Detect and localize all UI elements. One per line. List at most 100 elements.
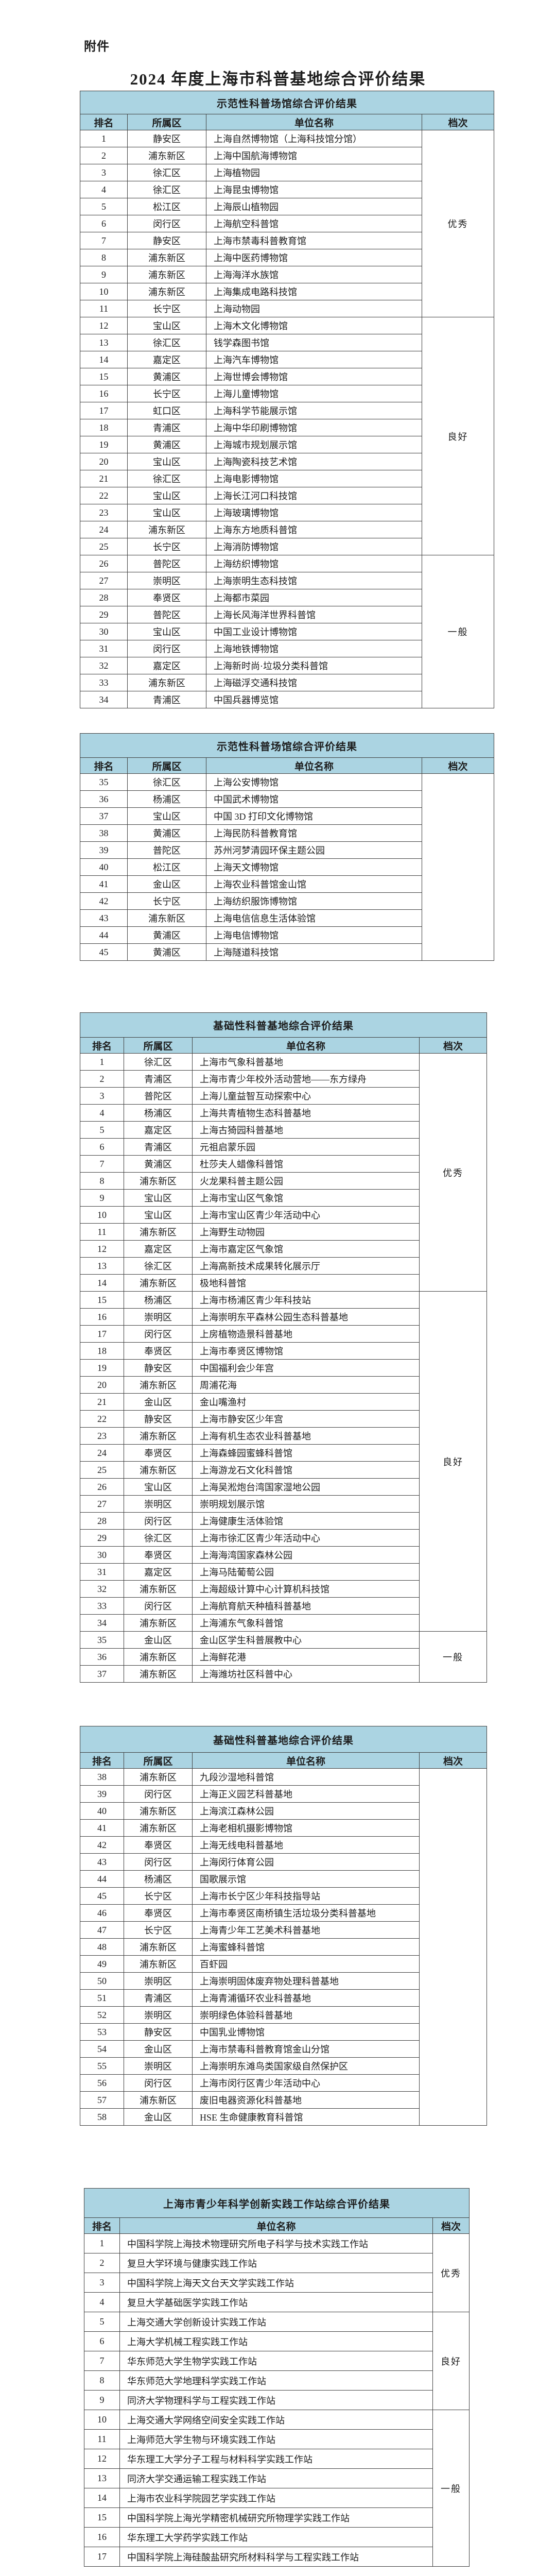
unit-name-cell: 华东理工大学分子工程与材料科学实践工作站 xyxy=(119,2449,433,2469)
district-cell: 黄浦区 xyxy=(124,1155,193,1173)
table-row: 48 浦东新区 上海蜜蜂科普馆 xyxy=(80,1938,487,1956)
rank-cell: 10 xyxy=(80,1206,124,1224)
district-cell: 静安区 xyxy=(124,1410,193,1428)
district-cell: 杨浦区 xyxy=(124,1104,193,1122)
unit-name-cell: 上海滨江森林公园 xyxy=(192,1802,420,1820)
unit-name-cell: 华东师范大学生物学实践工作站 xyxy=(119,2351,433,2371)
rank-cell: 5 xyxy=(84,2312,120,2332)
unit-name-cell: 上海纺织服饰博物馆 xyxy=(206,892,422,910)
table-row: 24 浦东新区 上海东方地质科普馆 xyxy=(80,521,494,538)
rank-cell: 35 xyxy=(80,1631,124,1649)
district-cell: 闵行区 xyxy=(124,1512,193,1530)
table-title: 示范性科普场馆综合评价结果 xyxy=(80,91,494,114)
unit-name-cell: 上海吴淞炮台湾国家湿地公园 xyxy=(192,1478,420,1496)
table-row: 41 浦东新区 上海老相机摄影博物馆 xyxy=(80,1819,487,1837)
unit-name-cell: 上海有机生态农业科普基地 xyxy=(192,1427,420,1445)
column-header: 档次 xyxy=(419,1037,487,1054)
table-row: 12 华东理工大学分子工程与材料科学实践工作站 xyxy=(84,2449,470,2469)
rank-cell: 21 xyxy=(80,470,128,487)
unit-name-cell: 上海中国航海博物馆 xyxy=(206,147,422,164)
unit-name-cell: 上海玻璃博物馆 xyxy=(206,504,422,521)
district-cell: 闵行区 xyxy=(127,640,206,657)
unit-name-cell: 上海无线电科普基地 xyxy=(192,1836,420,1854)
table-row: 35 徐汇区 上海公安博物馆 xyxy=(80,773,494,961)
evaluation-table: 基础性科普基地综合评价结果 排名 所属区 单位名称 档次 1 徐汇区 上海市气象科普基地 优秀 2… xyxy=(80,1012,487,1683)
table-row: 7 黄浦区 杜莎夫人蜡像科普馆 xyxy=(80,1155,487,1173)
district-cell: 浦东新区 xyxy=(124,1461,193,1479)
rank-cell: 49 xyxy=(80,1955,124,1973)
district-cell: 普陀区 xyxy=(127,841,206,859)
rank-cell: 42 xyxy=(80,1836,124,1854)
unit-name-cell: 上海市杨浦区青少年科技站 xyxy=(192,1291,420,1309)
unit-name-cell: 上海公安博物馆 xyxy=(206,773,422,791)
rank-cell: 16 xyxy=(84,2527,120,2547)
table-row: 4 杨浦区 上海共青植物生态科普基地 xyxy=(80,1104,487,1122)
rank-cell: 21 xyxy=(80,1393,124,1411)
table-title: 基础性科普基地综合评价结果 xyxy=(80,1012,487,1038)
district-cell: 宝山区 xyxy=(127,504,206,521)
district-cell: 静安区 xyxy=(124,1359,193,1377)
table-row: 10 浦东新区 上海集成电路科技馆 xyxy=(80,283,494,300)
unit-name-cell: 中国科学院上海光学精密机械研究所物理学实践工作站 xyxy=(119,2507,433,2528)
unit-name-cell: 同济大学交通运输工程实践工作站 xyxy=(119,2468,433,2488)
table-row: 35 金山区 金山区学生科普展教中心 一般 xyxy=(80,1631,487,1683)
unit-name-cell: 上海电信信息生活体验馆 xyxy=(206,909,422,927)
district-cell: 长宁区 xyxy=(127,892,206,910)
evaluation-table: 示范性科普场馆综合评价结果 排名 所属区 单位名称 档次 1 静安区 上海自然博物馆（上海科技… xyxy=(80,91,494,708)
district-cell: 闵行区 xyxy=(124,1597,193,1615)
rank-cell: 10 xyxy=(84,2410,120,2430)
district-cell: 闵行区 xyxy=(124,1853,193,1871)
table-demonstration-venues-part2: 示范性科普场馆综合评价结果 排名 所属区 单位名称 档次 35 徐汇区 上海公安博物馆 36 杨浦… xyxy=(80,733,494,961)
table-row: 15 杨浦区 上海市杨浦区青少年科技站 良好 xyxy=(80,1291,487,1632)
table-row: 16 长宁区 上海儿童博物馆 xyxy=(80,385,494,402)
unit-name-cell: 中国工业设计博物馆 xyxy=(206,623,422,640)
rank-cell: 31 xyxy=(80,1563,124,1581)
table-row: 11 上海师范大学生物与环境实践工作站 xyxy=(84,2429,470,2449)
unit-name-cell: 上海游龙石文化科普馆 xyxy=(192,1461,420,1479)
rank-cell: 34 xyxy=(80,691,128,708)
unit-name-cell: 上海航空科普馆 xyxy=(206,215,422,232)
district-cell: 静安区 xyxy=(127,232,206,249)
unit-name-cell: 上海市宝山区青少年活动中心 xyxy=(192,1206,420,1224)
table-row: 2 复旦大学环境与健康实践工作站 xyxy=(84,2253,470,2273)
table-row: 1 静安区 上海自然博物馆（上海科技馆分馆） 优秀 xyxy=(80,130,494,317)
district-cell: 普陀区 xyxy=(124,1087,193,1105)
unit-name-cell: 上海森蜂园蜜蜂科普馆 xyxy=(192,1444,420,1462)
district-cell: 青浦区 xyxy=(124,1989,193,2007)
unit-name-cell: 火龙果科普主题公园 xyxy=(192,1172,420,1190)
table-row: 14 浦东新区 极地科普馆 xyxy=(80,1274,487,1292)
table-row: 42 长宁区 上海纺织服饰博物馆 xyxy=(80,892,494,910)
unit-name-cell: 上海汽车博物馆 xyxy=(206,351,422,368)
district-cell: 青浦区 xyxy=(127,691,206,708)
table-row: 16 华东理工大学药学实践工作站 xyxy=(84,2527,470,2547)
column-header: 排名 xyxy=(80,1037,124,1054)
district-cell: 金山区 xyxy=(124,2108,193,2126)
column-header: 档次 xyxy=(422,114,494,130)
unit-name-cell: 上海潍坊社区科普中心 xyxy=(192,1665,420,1683)
table-row: 1 徐汇区 上海市气象科普基地 优秀 xyxy=(80,1053,487,1292)
table-youth-workstations: 上海市青少年科学创新实践工作站综合评价结果 排名 单位名称 档次 1 中国科学院上海技术物… xyxy=(84,2188,470,2567)
district-cell: 浦东新区 xyxy=(127,521,206,538)
attachment-label: 附件 xyxy=(84,40,110,54)
rank-cell: 27 xyxy=(80,1495,124,1513)
district-cell: 静安区 xyxy=(124,2023,193,2041)
table-row: 49 浦东新区 百虾园 xyxy=(80,1955,487,1973)
rank-cell: 24 xyxy=(80,521,128,538)
district-cell: 浦东新区 xyxy=(124,1955,193,1973)
unit-name-cell: 上海中医药博物馆 xyxy=(206,249,422,266)
table-row: 8 华东师范大学地理科学实践工作站 xyxy=(84,2370,470,2391)
unit-name-cell: 上海民防科普教育馆 xyxy=(206,824,422,842)
table-row: 2 青浦区 上海市青少年校外活动营地——东方绿舟 xyxy=(80,1070,487,1088)
table-row: 22 宝山区 上海长江河口科技馆 xyxy=(80,487,494,504)
table-row: 19 黄浦区 上海城市规划展示馆 xyxy=(80,436,494,453)
unit-name-cell: 九段沙湿地科普馆 xyxy=(192,1768,420,1786)
unit-name-cell: 上海植物园 xyxy=(206,164,422,181)
rank-cell: 28 xyxy=(80,589,128,606)
unit-name-cell: 中国武术博物馆 xyxy=(206,790,422,808)
district-cell: 浦东新区 xyxy=(124,1768,193,1786)
unit-name-cell: 金山区学生科普展教中心 xyxy=(192,1631,420,1649)
district-cell: 黄浦区 xyxy=(127,824,206,842)
rank-cell: 18 xyxy=(80,1342,124,1360)
grade-cell: 良好 xyxy=(419,1291,487,1632)
district-cell: 长宁区 xyxy=(124,1887,193,1905)
